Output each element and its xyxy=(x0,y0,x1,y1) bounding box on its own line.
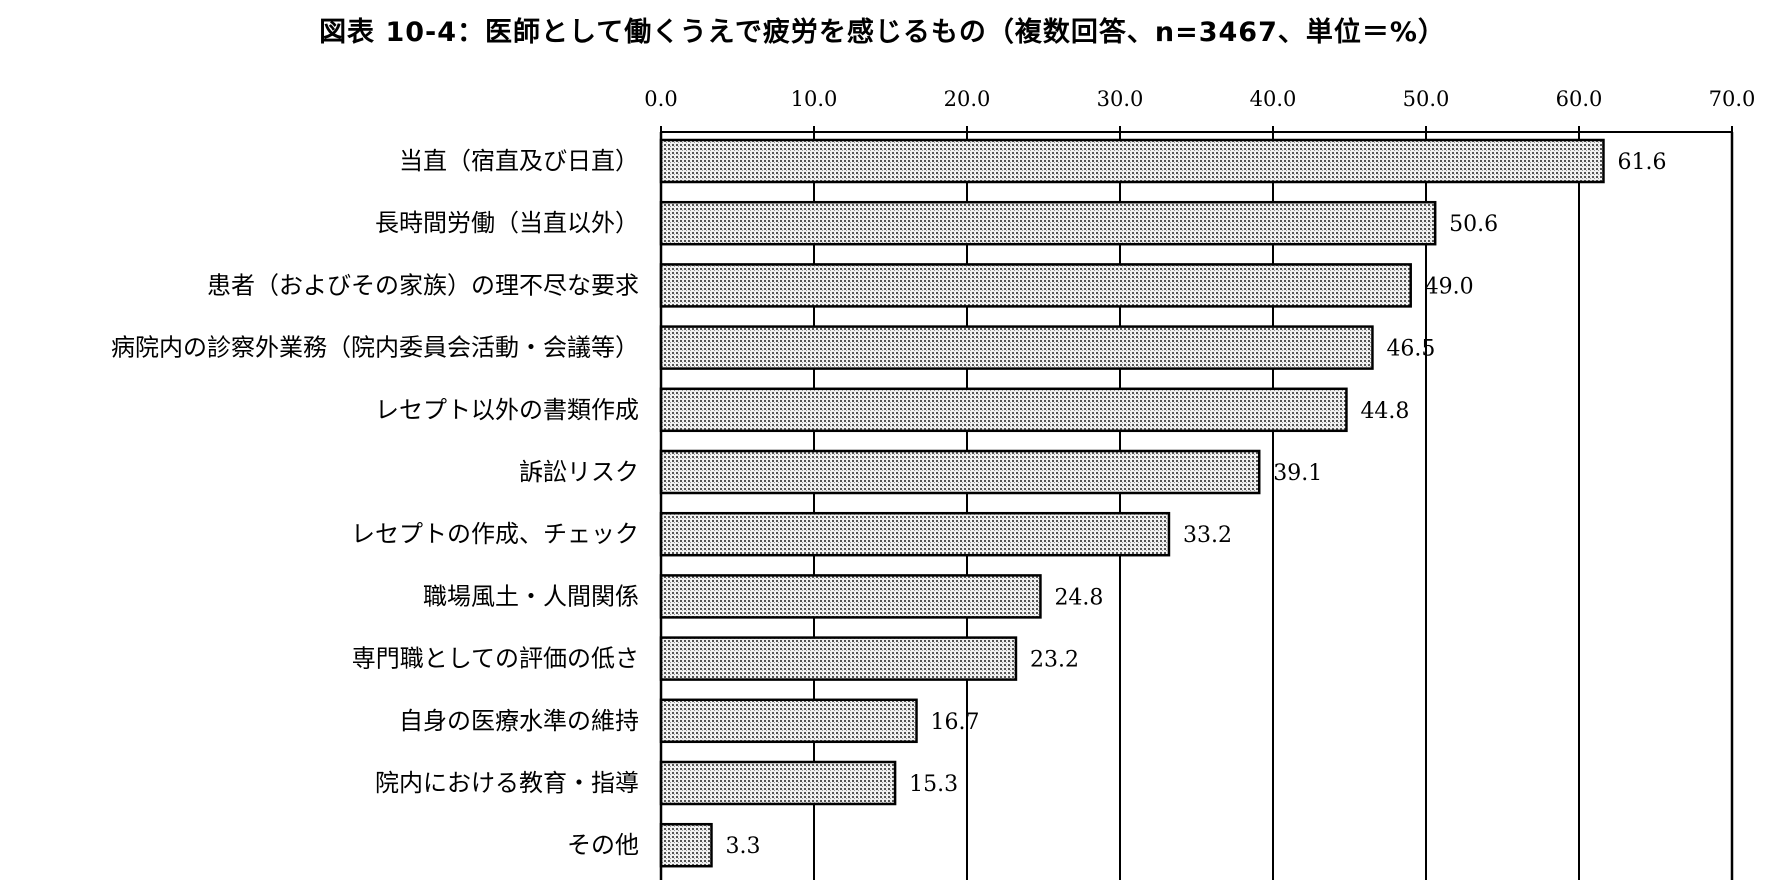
bar xyxy=(659,760,897,806)
value-label: 46.5 xyxy=(1386,337,1435,362)
category-label: 専門職としての評価の低さ xyxy=(352,645,639,673)
grid-lines xyxy=(813,132,1580,880)
x-tick-label: 60.0 xyxy=(1556,87,1603,111)
axes xyxy=(659,126,1734,880)
x-tick-label: 0.0 xyxy=(644,87,677,111)
bar xyxy=(659,636,1018,681)
category-label: レセプトの作成、チェック xyxy=(351,520,639,548)
bar xyxy=(659,698,918,744)
category-label: 自身の医療水準の維持 xyxy=(399,707,639,735)
bar xyxy=(659,138,1605,184)
x-tick-label: 10.0 xyxy=(791,87,838,111)
bar xyxy=(659,263,1412,308)
value-label: 23.2 xyxy=(1030,648,1079,673)
bar xyxy=(659,325,1374,370)
bar xyxy=(659,511,1171,557)
value-label: 39.1 xyxy=(1273,461,1322,486)
x-tick-label: 30.0 xyxy=(1097,87,1144,111)
value-label: 15.3 xyxy=(909,772,958,797)
bar xyxy=(659,822,713,868)
value-label: 33.2 xyxy=(1183,523,1232,548)
category-label: 訴訟リスク xyxy=(519,458,639,486)
x-tick-label: 50.0 xyxy=(1403,87,1450,111)
bars xyxy=(659,138,1605,868)
value-label: 24.8 xyxy=(1054,585,1103,610)
value-label: 3.3 xyxy=(725,834,760,859)
x-tick-label: 40.0 xyxy=(1250,87,1297,111)
chart-title: 図表 10-4：医師として働くうえで疲労を感じるもの（複数回答、n=3467、単… xyxy=(319,17,1446,48)
bar xyxy=(659,574,1042,619)
category-label: レセプト以外の書類作成 xyxy=(375,396,639,424)
category-label: 職場風土・人間関係 xyxy=(423,582,639,610)
value-label: 16.7 xyxy=(931,710,980,735)
value-label: 61.6 xyxy=(1617,150,1666,175)
category-label: 院内における教育・指導 xyxy=(375,769,639,797)
category-label: その他 xyxy=(567,831,639,859)
value-label: 50.6 xyxy=(1449,212,1498,237)
x-tick-label: 70.0 xyxy=(1709,87,1756,111)
category-label: 患者（およびその家族）の理不尽な要求 xyxy=(207,271,639,299)
labels: 0.0 10.0 20.0 30.0 40.0 50.0 60.0 70.0 当直（宿直及び日直… xyxy=(111,87,1755,859)
bar xyxy=(659,387,1348,433)
value-label: 44.8 xyxy=(1360,399,1409,424)
bar xyxy=(659,449,1261,495)
category-label: 当直（宿直及び日直） xyxy=(399,147,639,175)
bar xyxy=(659,200,1437,246)
x-tick-label: 20.0 xyxy=(944,87,991,111)
value-label: 49.0 xyxy=(1425,274,1474,299)
category-label: 長時間労働（当直以外） xyxy=(375,209,639,237)
category-label: 病院内の診察外業務（院内委員会活動・会議等） xyxy=(111,334,639,362)
